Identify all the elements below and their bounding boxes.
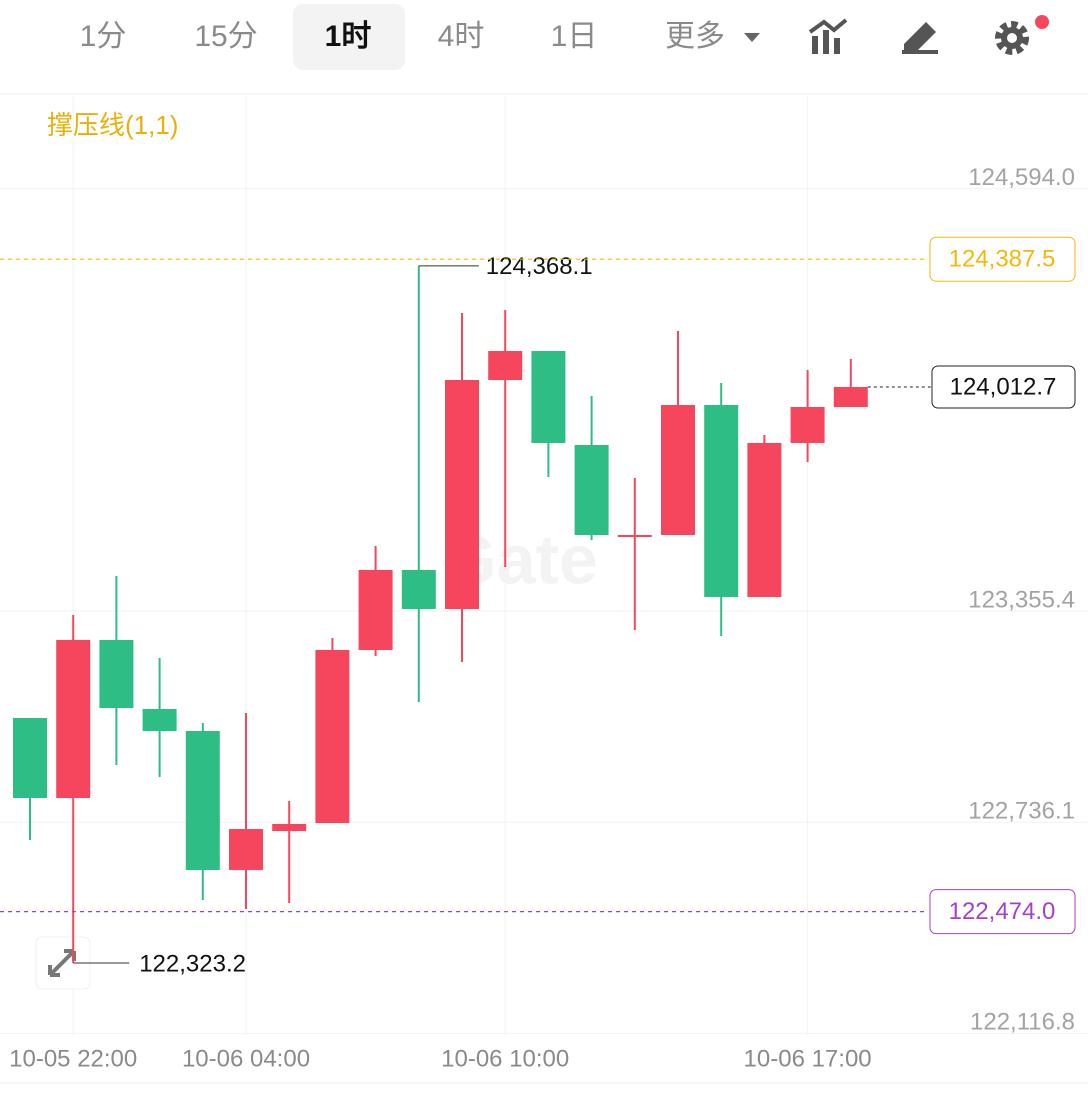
candle-body (358, 569, 393, 650)
x-tick-label: 10-05 22:00 (9, 1045, 137, 1072)
tab[interactable]: 1时 (325, 20, 372, 53)
x-tick-label: 10-06 04:00 (182, 1045, 310, 1072)
y-tick-label: 124,594.0 (968, 164, 1075, 191)
last-price-label: 124,012.7 (950, 373, 1057, 400)
dropdown-arrow (744, 33, 760, 42)
tab[interactable]: 1分 (80, 20, 127, 53)
candle-body (401, 569, 436, 609)
price-box (929, 236, 1076, 282)
y-tick-label: 123,355.4 (968, 586, 1075, 613)
toolbar: 1分 15分 1时 4时 1日 更多 (0, 4, 1088, 95)
candle-body (99, 639, 134, 708)
candle-body (142, 708, 177, 732)
indicator-label: 撑压线(1,1) (47, 110, 178, 140)
price-box (929, 889, 1076, 935)
candle-body (531, 350, 566, 443)
x-tick-label: 10-06 10:00 (441, 1045, 569, 1072)
candle-body (56, 639, 91, 799)
price-label: 124,387.5 (949, 246, 1056, 273)
candle-body (790, 407, 825, 443)
low-label: 122,323.2 (139, 950, 246, 977)
indicator-icon[interactable] (808, 18, 848, 54)
settings-icon[interactable] (995, 15, 1049, 55)
candle-body (833, 386, 868, 408)
y-tick-label: 122,116.8 (970, 1009, 1075, 1036)
candle-body (704, 404, 739, 597)
tab[interactable]: 4时 (438, 20, 485, 53)
tab[interactable]: 更多 (665, 20, 725, 53)
candle-body (272, 823, 307, 832)
candle-body (315, 649, 350, 823)
candle-body (661, 404, 695, 535)
candle-body (445, 380, 479, 609)
candle-body (747, 442, 782, 597)
price-label: 122,474.0 (949, 898, 1056, 925)
candle-body (488, 350, 523, 381)
candle-body (574, 444, 609, 535)
draw-icon[interactable] (902, 22, 938, 54)
candle-body (617, 534, 652, 537)
active-tab-bg (293, 4, 405, 70)
x-tick-label: 10-06 17:00 (744, 1045, 872, 1072)
candle-body (185, 731, 220, 870)
candle-body (229, 828, 263, 870)
y-tick-label: 122,736.1 (968, 798, 1075, 825)
high-label: 124,368.1 (486, 253, 593, 280)
candle-body (13, 717, 47, 799)
tab[interactable]: 15分 (194, 20, 257, 53)
tab[interactable]: 1日 (551, 20, 598, 53)
last-price-box (931, 365, 1076, 409)
